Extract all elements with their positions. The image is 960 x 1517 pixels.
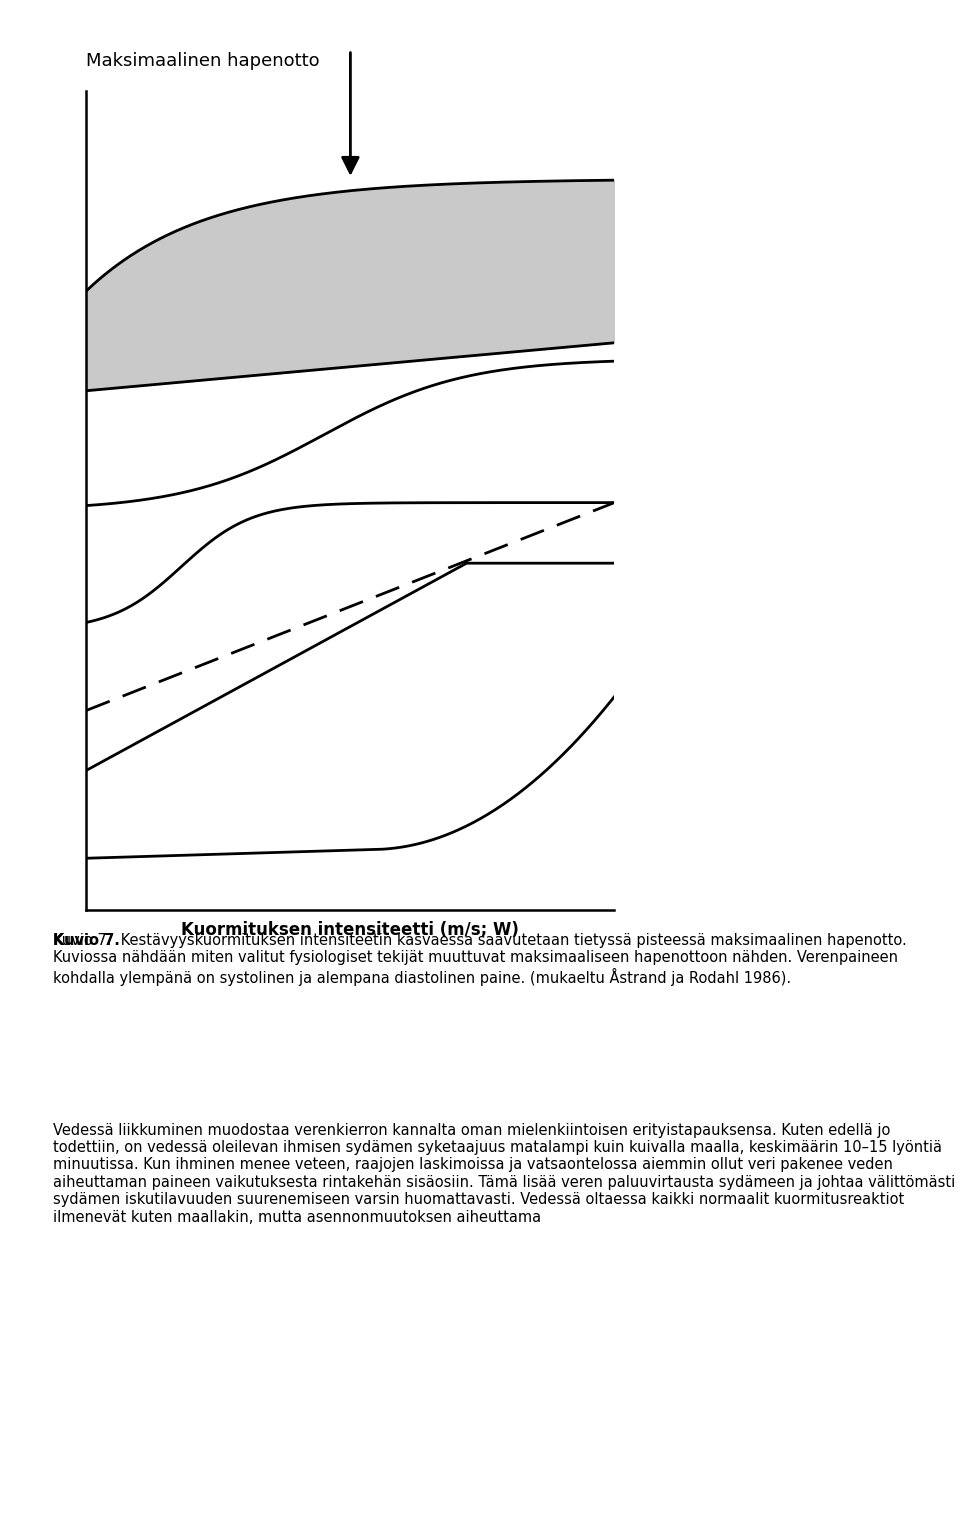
Text: Kuvio 7.  Kestävyyskuormituksen intensiteetin kasvaessa saavutetaan tietyssä pis: Kuvio 7. Kestävyyskuormituksen intensite… [53, 933, 906, 986]
Text: Vedessä liikkuminen muodostaa verenkierron kannalta oman mielenkiintoisen erityi: Vedessä liikkuminen muodostaa verenkierr… [53, 1123, 955, 1224]
X-axis label: Kuormituksen intensiteetti (m/s; W): Kuormituksen intensiteetti (m/s; W) [181, 921, 519, 939]
Text: Maksimaalinen hapenotto: Maksimaalinen hapenotto [86, 52, 320, 70]
Text: Kuvio 7.: Kuvio 7. [53, 933, 120, 948]
